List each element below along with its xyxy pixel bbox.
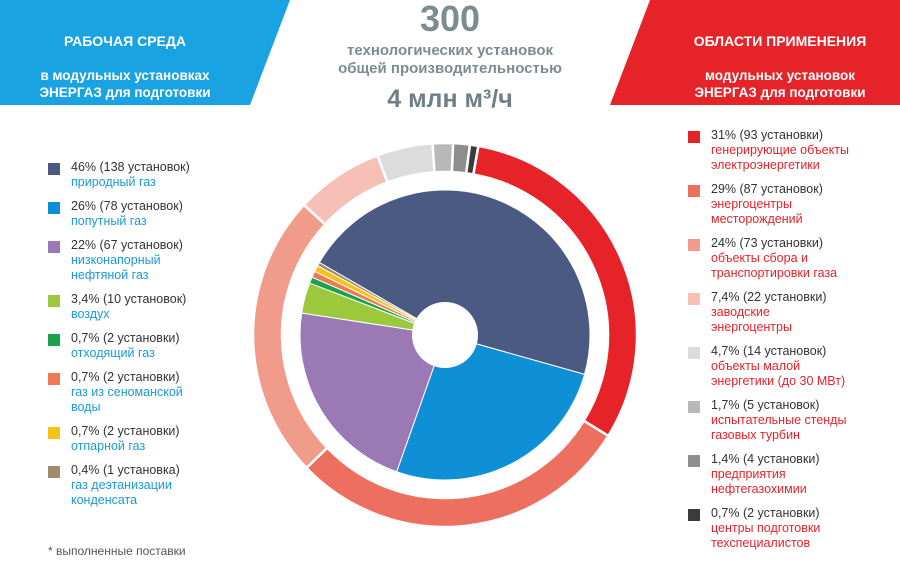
legend-left-swatch-5 bbox=[48, 373, 60, 385]
inner-slice-7 bbox=[316, 261, 446, 336]
legend-left-swatch-1 bbox=[48, 202, 60, 214]
legend-right-label-0: генерирующие объекты электроэнергетики bbox=[711, 143, 849, 172]
legend-right-label-3: заводские энергоцентры bbox=[711, 305, 792, 334]
legend-left-swatch-2 bbox=[48, 241, 60, 253]
legend-left-value-7: 0,4% (1 установка) bbox=[71, 463, 180, 477]
legend-left-value-6: 0,7% (2 установки) bbox=[71, 424, 180, 438]
legend-right-value-5: 1,7% (5 установок) bbox=[711, 398, 820, 412]
legend-right-item-5: 1,7% (5 установок) испытательные стенды г… bbox=[688, 398, 893, 443]
outer-slice-5 bbox=[431, 141, 455, 174]
left-panel-title-main: РАБОЧАЯ СРЕДА bbox=[64, 33, 186, 49]
outer-slice-4 bbox=[375, 142, 436, 185]
legend-left-label-3: воздух bbox=[71, 307, 110, 321]
legend-left-value-4: 0,7% (2 установки) bbox=[71, 331, 180, 345]
legend-right-item-1: 29% (87 установок) энергоцентры месторожд… bbox=[688, 182, 893, 227]
legend-right-swatch-1 bbox=[688, 185, 700, 197]
right-header-panel: ОБЛАСТИ ПРИМЕНЕНИЯ модульных установок Э… bbox=[610, 0, 900, 105]
legend-left-item-3: 3,4% (10 установок) воздух bbox=[48, 292, 238, 322]
legend-left-label-4: отходящий газ bbox=[71, 346, 155, 360]
inner-slice-1 bbox=[396, 334, 586, 481]
legend-left-label-5: газ из сеноманской воды bbox=[71, 385, 183, 414]
total-units-text: технологических установок общей производ… bbox=[338, 42, 562, 77]
legend-right-swatch-0 bbox=[688, 131, 700, 143]
legend-right-item-7: 0,7% (2 установки) центры подготовки техс… bbox=[688, 506, 893, 551]
legend-left-item-4: 0,7% (2 установки) отходящий газ bbox=[48, 331, 238, 361]
legend-right-value-0: 31% (93 установки) bbox=[711, 128, 824, 142]
legend-left-swatch-0 bbox=[48, 163, 60, 175]
legend-left-value-5: 0,7% (2 установки) bbox=[71, 370, 180, 384]
legend-right-value-2: 24% (73 установки) bbox=[711, 236, 824, 250]
inner-pie-work-media bbox=[299, 189, 591, 481]
legend-right-label-4: объекты малой энергетики (до 30 МВт) bbox=[711, 359, 846, 388]
legend-left-item-2: 22% (67 установок) низконапорный нефтяной… bbox=[48, 238, 238, 283]
legend-left-swatch-4 bbox=[48, 334, 60, 346]
legend-left-item-7: 0,4% (1 установка) газ деэтанизации конде… bbox=[48, 463, 238, 508]
outer-slice-7 bbox=[464, 143, 480, 176]
left-panel-title-sub: в модульных установках ЭНЕРГАЗ для подго… bbox=[39, 68, 211, 117]
legend-right-label-5: испытательные стенды газовых турбин bbox=[711, 413, 847, 442]
legend-left-item-1: 26% (78 установок) попутный газ bbox=[48, 199, 238, 229]
legend-right-item-2: 24% (73 установки) объекты сбора и трансп… bbox=[688, 236, 893, 281]
total-units-number: 300 bbox=[419, 0, 481, 39]
right-panel-title-main: ОБЛАСТИ ПРИМЕНЕНИЯ bbox=[693, 33, 867, 49]
footnote: * выполненные поставки bbox=[48, 544, 186, 558]
legend-applications: 31% (93 установки) генерирующие объекты э… bbox=[688, 128, 893, 560]
left-panel-title: РАБОЧАЯ СРЕДА в модульных установках ЭНЕ… bbox=[20, 16, 230, 117]
legend-left-label-1: попутный газ bbox=[71, 214, 147, 228]
legend-right-swatch-7 bbox=[688, 509, 700, 521]
legend-right-item-3: 7,4% (22 установки) заводские энергоцентр… bbox=[688, 290, 893, 335]
legend-right-label-7: центры подготовки техспециалистов bbox=[711, 521, 821, 550]
legend-left-label-7: газ деэтанизации конденсата bbox=[71, 478, 172, 507]
legend-left-item-5: 0,7% (2 установки) газ из сеноманской вод… bbox=[48, 370, 238, 415]
legend-right-swatch-2 bbox=[688, 239, 700, 251]
legend-left-value-1: 26% (78 установок) bbox=[71, 199, 183, 213]
legend-right-swatch-3 bbox=[688, 293, 700, 305]
legend-right-label-2: объекты сбора и транспортировки газа bbox=[711, 251, 838, 280]
legend-work-media: 46% (138 установок) природный газ 26% (78 … bbox=[48, 160, 238, 517]
legend-left-item-6: 0,7% (2 установки) отпарной газ bbox=[48, 424, 238, 454]
legend-right-value-4: 4,7% (14 установок) bbox=[711, 344, 827, 358]
legend-left-swatch-6 bbox=[48, 427, 60, 439]
legend-right-item-0: 31% (93 установки) генерирующие объекты э… bbox=[688, 128, 893, 173]
legend-right-item-4: 4,7% (14 установок) объекты малой энергет… bbox=[688, 344, 893, 389]
legend-right-label-6: предприятия нефтегазохимии bbox=[711, 467, 807, 496]
chart-center-hole bbox=[412, 302, 478, 368]
legend-right-value-6: 1,4% (4 установки) bbox=[711, 452, 820, 466]
right-panel-title-sub: модульных установок ЭНЕРГАЗ для подготов… bbox=[694, 68, 866, 117]
legend-right-value-1: 29% (87 установок) bbox=[711, 182, 823, 196]
outer-ring-applications bbox=[251, 141, 639, 529]
legend-left-value-0: 46% (138 установок) bbox=[71, 160, 190, 174]
legend-right-swatch-4 bbox=[688, 347, 700, 359]
left-header-panel: РАБОЧАЯ СРЕДА в модульных установках ЭНЕ… bbox=[0, 0, 290, 105]
inner-slice-2 bbox=[299, 312, 446, 473]
legend-left-label-0: природный газ bbox=[71, 175, 156, 189]
legend-right-label-1: энергоцентры месторождений bbox=[711, 197, 803, 226]
center-heading: 300 технологических установок общей прои… bbox=[300, 0, 600, 114]
legend-right-swatch-6 bbox=[688, 455, 700, 467]
legend-right-value-7: 0,7% (2 установки) bbox=[711, 506, 820, 520]
legend-left-swatch-3 bbox=[48, 295, 60, 307]
legend-left-swatch-7 bbox=[48, 466, 60, 478]
legend-left-label-6: отпарной газ bbox=[71, 439, 146, 453]
legend-left-item-0: 46% (138 установок) природный газ bbox=[48, 160, 238, 190]
total-capacity: 4 млн м³/ч bbox=[387, 85, 513, 113]
legend-left-label-2: низконапорный нефтяной газ bbox=[71, 253, 161, 282]
legend-right-item-6: 1,4% (4 установки) предприятия нефтегазох… bbox=[688, 452, 893, 497]
legend-right-swatch-5 bbox=[688, 401, 700, 413]
legend-right-value-3: 7,4% (22 установки) bbox=[711, 290, 827, 304]
legend-left-value-2: 22% (67 установок) bbox=[71, 238, 183, 252]
inner-slice-0 bbox=[318, 189, 591, 376]
legend-left-value-3: 3,4% (10 установок) bbox=[71, 292, 187, 306]
right-panel-title: ОБЛАСТИ ПРИМЕНЕНИЯ модульных установок Э… bbox=[680, 16, 880, 117]
